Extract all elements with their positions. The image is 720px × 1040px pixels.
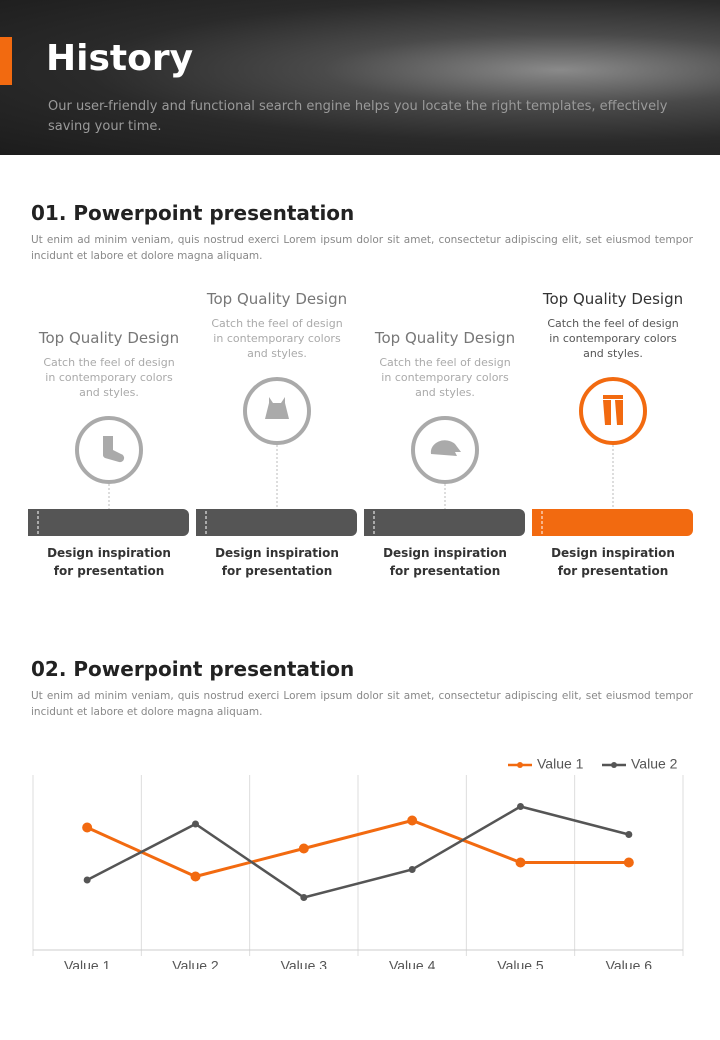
year-bar <box>364 509 525 536</box>
section-text: Ut enim ad minim veniam, quis nostrud ex… <box>31 234 693 262</box>
section-heading: 01. Powerpoint presentation <box>31 201 355 225</box>
item-caption: Design inspiration for presentation <box>383 546 507 578</box>
item-title: Top Quality Design <box>542 290 684 308</box>
icon <box>430 440 461 456</box>
x-tick-label: Value 3 <box>281 958 328 974</box>
section-heading: 02. Powerpoint presentation <box>31 657 355 681</box>
icon-shape <box>603 395 623 425</box>
icon <box>265 397 289 419</box>
point <box>82 822 93 833</box>
point <box>407 815 418 826</box>
series-line <box>86 805 630 899</box>
year-bar <box>196 509 357 536</box>
header-subtitle: Our user-friendly and functional search … <box>48 99 668 134</box>
item-text: Catch the feel of design in contemporary… <box>379 356 511 399</box>
point <box>190 871 201 882</box>
point <box>83 876 91 884</box>
header-banner <box>0 0 720 155</box>
section-text: Ut enim ad minim veniam, quis nostrud ex… <box>31 690 693 718</box>
item-text: Catch the feel of design in contemporary… <box>547 317 679 360</box>
point <box>408 866 416 873</box>
point <box>298 843 309 854</box>
item-title: Top Quality Design <box>38 329 180 347</box>
icon <box>102 436 125 463</box>
item-caption: Design inspiration for presentation <box>551 546 675 578</box>
legend-dot <box>611 762 617 768</box>
x-tick-label: Value 4 <box>389 958 436 974</box>
accent-bar <box>0 37 12 85</box>
legend-label: Value 2 <box>631 756 678 772</box>
series-line <box>86 818 629 879</box>
item-caption: Design inspiration for presentation <box>215 546 339 578</box>
x-tick-label: Value 6 <box>606 958 653 974</box>
x-tick-label: Value 1 <box>64 958 111 974</box>
year-bar <box>28 509 189 536</box>
header-title: History <box>46 38 194 79</box>
point <box>515 857 526 868</box>
icon-shape <box>102 436 125 463</box>
legend-label: Value 1 <box>537 756 584 772</box>
icon-shape <box>265 397 289 419</box>
icon-ring <box>579 377 647 445</box>
chart: Value 1 Value 2 Value 3 Value 4 Value 5 Value… <box>32 775 684 974</box>
point <box>192 820 199 828</box>
item-caption: Design inspiration for presentation <box>47 546 171 578</box>
point <box>300 894 308 901</box>
item-text: Catch the feel of design in contemporary… <box>43 356 175 399</box>
point <box>623 857 634 868</box>
icon <box>603 395 623 425</box>
icon-shape <box>430 440 461 456</box>
legend-dot <box>517 762 523 768</box>
item-title: Top Quality Design <box>206 290 348 308</box>
item-title: Top Quality Design <box>374 329 516 347</box>
year-bar <box>532 509 693 536</box>
point <box>625 831 633 838</box>
x-tick-label: Value 2 <box>172 958 219 974</box>
x-tick-label: Value 5 <box>497 958 544 974</box>
item-text: Catch the feel of design in contemporary… <box>211 317 343 360</box>
point <box>517 803 524 810</box>
